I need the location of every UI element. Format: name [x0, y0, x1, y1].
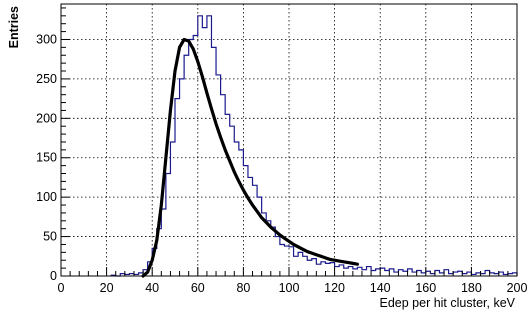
x-axis-ticks: 0 20 40 60 80 100 120 140 160 180 200 [58, 267, 527, 295]
x-tick-label: 100 [279, 281, 300, 295]
y-tick-label: 250 [36, 72, 57, 86]
grid [61, 4, 517, 276]
y-axis-ticks: 0 50 100 150 200 250 300 [36, 7, 70, 283]
y-tick-label: 200 [36, 111, 57, 125]
fit-curve [141, 37, 359, 278]
x-tick-label: 120 [324, 281, 345, 295]
histogram-series [110, 15, 518, 277]
x-tick-label: 80 [236, 281, 250, 295]
x-tick-label: 180 [461, 281, 482, 295]
y-tick-label: 300 [36, 32, 57, 46]
x-tick-label: 20 [100, 281, 114, 295]
x-tick-label: 40 [145, 281, 159, 295]
x-tick-label: 0 [58, 281, 65, 295]
x-axis-label: Edep per hit cluster, keV [380, 296, 516, 310]
y-tick-label: 50 [43, 230, 57, 244]
y-tick-label: 150 [36, 151, 57, 165]
x-tick-label: 160 [415, 281, 436, 295]
fit-series [141, 37, 359, 278]
x-tick-label: 140 [370, 281, 391, 295]
x-tick-label: 60 [191, 281, 205, 295]
histogram-bins [110, 15, 518, 277]
y-axis-label: Entries [7, 6, 21, 48]
y-tick-label: 100 [36, 190, 57, 204]
x-tick-label: 200 [507, 281, 527, 295]
y-tick-label: 0 [50, 269, 57, 283]
